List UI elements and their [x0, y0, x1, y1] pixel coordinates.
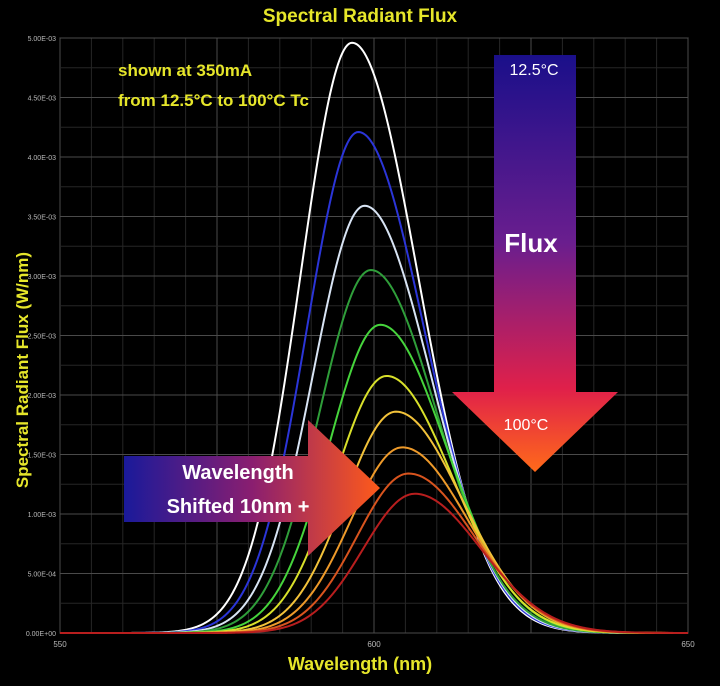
y-tick-label: 0.00E+00 — [26, 631, 56, 638]
wavelength-right-arrow — [124, 420, 380, 556]
wavelength-shift-label-line2: Shifted 10nm + — [166, 496, 310, 518]
x-tick-label: 600 — [367, 640, 381, 649]
y-tick-label: 2.50E-03 — [28, 334, 57, 341]
y-tick-label: 4.50E-03 — [28, 96, 57, 103]
wavelength-shift-label-line1: Wavelength — [182, 462, 294, 484]
y-tick-label: 3.50E-03 — [28, 215, 57, 222]
condition-note-line1: shown at 350mA — [118, 61, 253, 80]
x-tick-labels: 550 600 650 — [53, 640, 695, 649]
y-tick-label: 3.00E-03 — [28, 274, 57, 281]
condition-note: shown at 350mA from 12.5°C to 100°C Tc — [118, 56, 309, 116]
flux-label: Flux — [504, 228, 558, 258]
chart-title: Spectral Radiant Flux — [262, 6, 458, 27]
x-axis-label: Wavelength (nm) — [287, 654, 433, 674]
x-tick-label: 550 — [53, 640, 67, 649]
y-tick-label: 1.00E-03 — [28, 512, 57, 519]
temperature-bottom-label: 100°C — [503, 417, 549, 434]
condition-note-line2: from 12.5°C to 100°C Tc — [118, 91, 309, 110]
temperature-top-label: 12.5°C — [509, 62, 559, 79]
y-tick-label: 5.00E-03 — [28, 36, 57, 43]
y-tick-label: 4.00E-03 — [28, 155, 57, 162]
grid — [59, 37, 689, 634]
x-tick-label: 650 — [681, 640, 695, 649]
series-lines — [60, 41, 688, 634]
y-tick-label: 2.00E-03 — [28, 393, 57, 400]
y-tick-labels: 0.00E+00 5.00E-04 1.00E-03 1.50E-03 2.00E-03… — [26, 36, 56, 638]
y-tick-label: 5.00E-04 — [28, 572, 57, 579]
flux-down-arrow — [452, 55, 618, 472]
y-tick-label: 1.50E-03 — [28, 453, 57, 460]
series-line-10 — [60, 492, 688, 634]
y-axis-label: Spectral Radiant Flux (W/nm) — [13, 251, 32, 489]
